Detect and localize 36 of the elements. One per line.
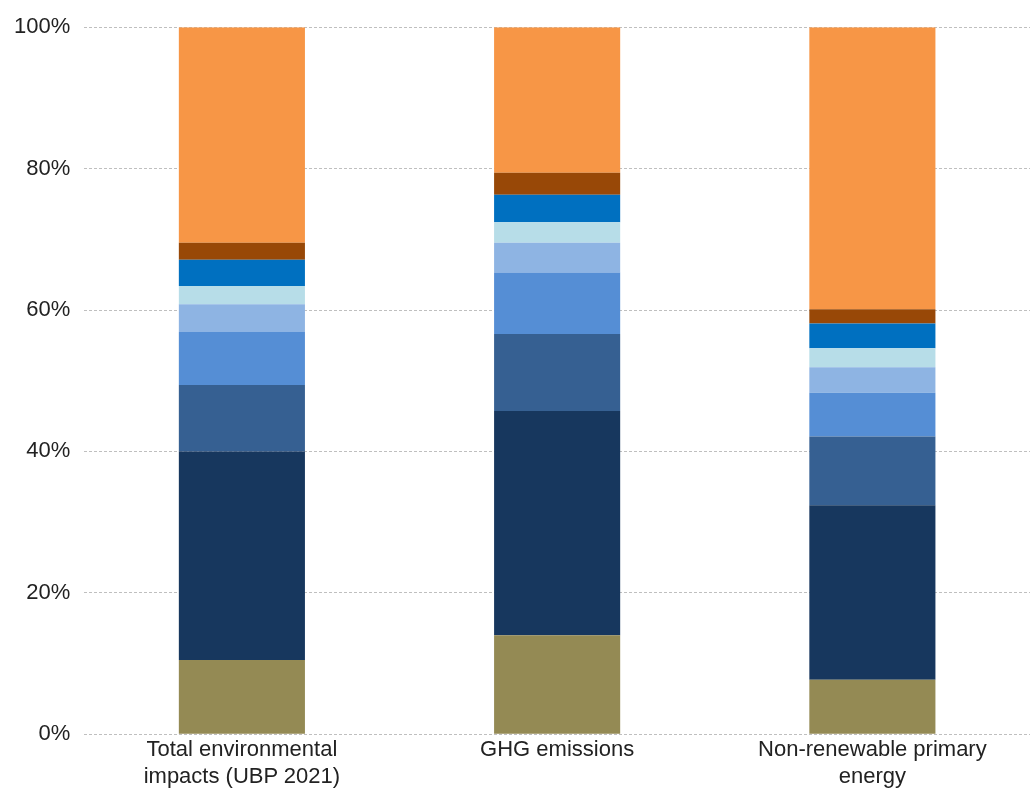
bar xyxy=(178,285,305,305)
bar xyxy=(494,334,621,412)
y-tick-label: 80% xyxy=(26,154,71,180)
bar xyxy=(178,27,305,243)
bar xyxy=(809,323,936,349)
bar xyxy=(494,27,621,173)
bar xyxy=(178,259,305,286)
bar xyxy=(494,172,621,195)
bar xyxy=(494,242,621,273)
bar xyxy=(178,659,305,734)
bar xyxy=(809,348,936,368)
x-tick-label: Non-renewable primary energy xyxy=(758,736,987,788)
y-tick-label: 20% xyxy=(26,578,71,604)
bar xyxy=(178,451,305,660)
y-tick-label: 60% xyxy=(26,296,71,322)
bar xyxy=(809,367,936,393)
x-tick-label: Total environmental impacts (UBP 2021) xyxy=(143,736,341,788)
y-tick-label: 100% xyxy=(13,13,71,39)
y-tick-label: 0% xyxy=(38,720,71,746)
bar xyxy=(494,194,621,223)
bar xyxy=(809,309,936,324)
bar xyxy=(809,679,936,734)
bar xyxy=(809,392,936,437)
bar xyxy=(494,411,621,636)
x-tick-label: GHG emissions xyxy=(480,736,635,762)
bar xyxy=(494,272,621,335)
bar xyxy=(809,436,936,506)
bar xyxy=(809,505,936,680)
y-tick-label: 40% xyxy=(26,437,71,463)
bar xyxy=(494,222,621,243)
bar xyxy=(178,242,305,260)
bar xyxy=(494,635,621,734)
bar xyxy=(178,384,305,452)
bar xyxy=(809,27,936,310)
bar xyxy=(178,331,305,385)
bar xyxy=(178,304,305,332)
